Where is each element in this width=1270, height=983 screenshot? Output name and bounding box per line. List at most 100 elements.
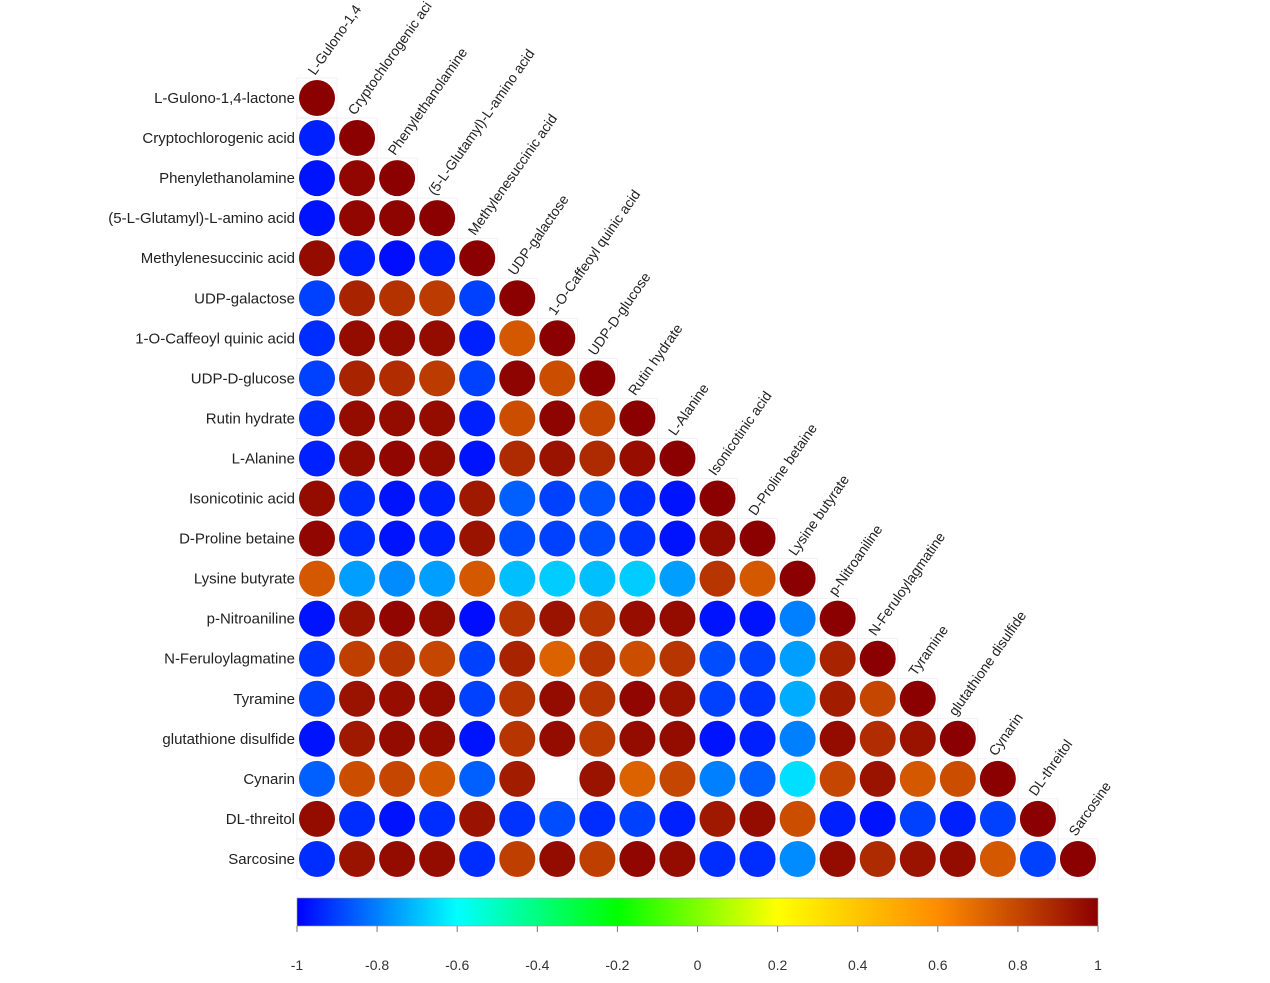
- correlation-circle: [299, 240, 335, 277]
- correlation-circle: [579, 400, 616, 437]
- colorbar-tick-label: -0.2: [605, 957, 629, 973]
- correlation-circle: [859, 800, 896, 837]
- correlation-circle: [379, 800, 416, 837]
- correlation-circle: [539, 360, 576, 397]
- correlation-circle: [339, 720, 376, 757]
- correlation-circle: [379, 600, 416, 637]
- correlation-circle: [299, 280, 335, 317]
- row-label: UDP-D-glucose: [191, 370, 295, 387]
- correlation-circle: [459, 520, 496, 557]
- correlation-circle: [499, 760, 536, 797]
- correlation-circle: [539, 680, 576, 717]
- correlation-circle: [619, 440, 656, 477]
- correlation-circle: [379, 240, 416, 277]
- colorbar-tick-label: -0.8: [365, 957, 389, 973]
- correlation-circle: [979, 760, 1016, 797]
- correlation-circle: [899, 760, 936, 797]
- correlation-circle: [299, 720, 335, 757]
- correlation-circle: [339, 240, 376, 277]
- row-label: (5-L-Glutamyl)-L-amino acid: [108, 210, 295, 227]
- column-label: Cynarin: [985, 710, 1026, 759]
- correlation-circle: [459, 680, 496, 717]
- correlation-circle: [419, 240, 456, 277]
- correlation-circle: [339, 120, 376, 157]
- correlation-circle: [379, 400, 416, 437]
- correlation-circle: [579, 560, 616, 597]
- correlation-circle: [779, 840, 816, 877]
- correlation-circle: [499, 480, 536, 517]
- correlation-circle: [379, 840, 416, 877]
- correlation-circle: [379, 320, 416, 357]
- correlation-circle: [419, 640, 456, 677]
- correlation-circle: [659, 800, 696, 837]
- correlation-circle: [619, 520, 656, 557]
- correlation-circle: [499, 680, 536, 717]
- colorbar-tick-label: 0.6: [928, 957, 948, 973]
- correlation-circle: [819, 760, 856, 797]
- column-label: DL-threitol: [1025, 737, 1075, 799]
- colorbar-tick-label: -0.6: [445, 957, 469, 973]
- correlation-circle: [459, 440, 496, 477]
- correlation-circle: [699, 600, 736, 637]
- correlation-circle: [459, 840, 496, 877]
- row-label: 1-O-Caffeoyl quinic acid: [135, 330, 295, 347]
- correlation-circle: [339, 320, 376, 357]
- correlation-circle: [659, 760, 696, 797]
- column-label: Lysine butyrate: [785, 472, 852, 559]
- correlation-circle: [379, 680, 416, 717]
- colorbar-tick-label: 0.8: [1008, 957, 1028, 973]
- row-label: L-Gulono-1,4-lactone: [154, 90, 295, 107]
- correlation-circle: [859, 640, 896, 677]
- correlation-circle: [659, 600, 696, 637]
- correlation-circle: [459, 760, 496, 797]
- correlation-circle: [459, 640, 496, 677]
- row-label: Cryptochlorogenic acid: [142, 130, 295, 147]
- correlation-circle: [339, 200, 376, 237]
- colorbar-tick-label: 1: [1094, 957, 1102, 973]
- correlation-circle: [539, 400, 576, 437]
- correlation-circle: [779, 720, 816, 757]
- correlation-circle: [299, 360, 335, 397]
- column-label: glutathione disulfide: [945, 608, 1029, 719]
- correlation-circle: [659, 480, 696, 517]
- correlation-circle: [499, 800, 536, 837]
- correlation-circle: [459, 240, 496, 277]
- correlation-circle: [339, 360, 376, 397]
- correlation-circle: [699, 840, 736, 877]
- correlation-circle: [379, 200, 416, 237]
- correlation-circle: [579, 520, 616, 557]
- correlation-circle: [379, 440, 416, 477]
- correlation-circle: [819, 720, 856, 757]
- correlation-circle: [819, 680, 856, 717]
- correlation-circle: [899, 800, 936, 837]
- correlation-circle: [499, 600, 536, 637]
- correlation-circle: [419, 360, 456, 397]
- correlation-circle: [659, 560, 696, 597]
- correlation-circle: [539, 440, 576, 477]
- correlation-circle: [659, 520, 696, 557]
- correlation-circle: [619, 680, 656, 717]
- row-label: D-Proline betaine: [179, 531, 295, 548]
- correlation-circle: [739, 720, 776, 757]
- correlation-circle: [979, 800, 1016, 837]
- correlation-circle: [1019, 800, 1056, 837]
- grid-cell: [536, 758, 578, 800]
- correlation-circle: [579, 760, 616, 797]
- correlation-circle: [619, 640, 656, 677]
- correlation-circle: [299, 80, 335, 116]
- correlation-circle: [459, 600, 496, 637]
- correlation-circle: [779, 600, 816, 637]
- correlation-circle: [1019, 840, 1056, 877]
- correlation-circle: [419, 520, 456, 557]
- colorbar-tick-label: 0.2: [768, 957, 788, 973]
- correlation-circle: [739, 680, 776, 717]
- correlation-circle: [859, 840, 896, 877]
- correlation-circle: [659, 640, 696, 677]
- correlation-circle: [419, 200, 456, 237]
- correlation-circle: [739, 560, 776, 597]
- correlation-circle: [379, 360, 416, 397]
- correlation-circle: [339, 520, 376, 557]
- correlation-circle: [619, 480, 656, 517]
- grid-cell: [1057, 838, 1099, 880]
